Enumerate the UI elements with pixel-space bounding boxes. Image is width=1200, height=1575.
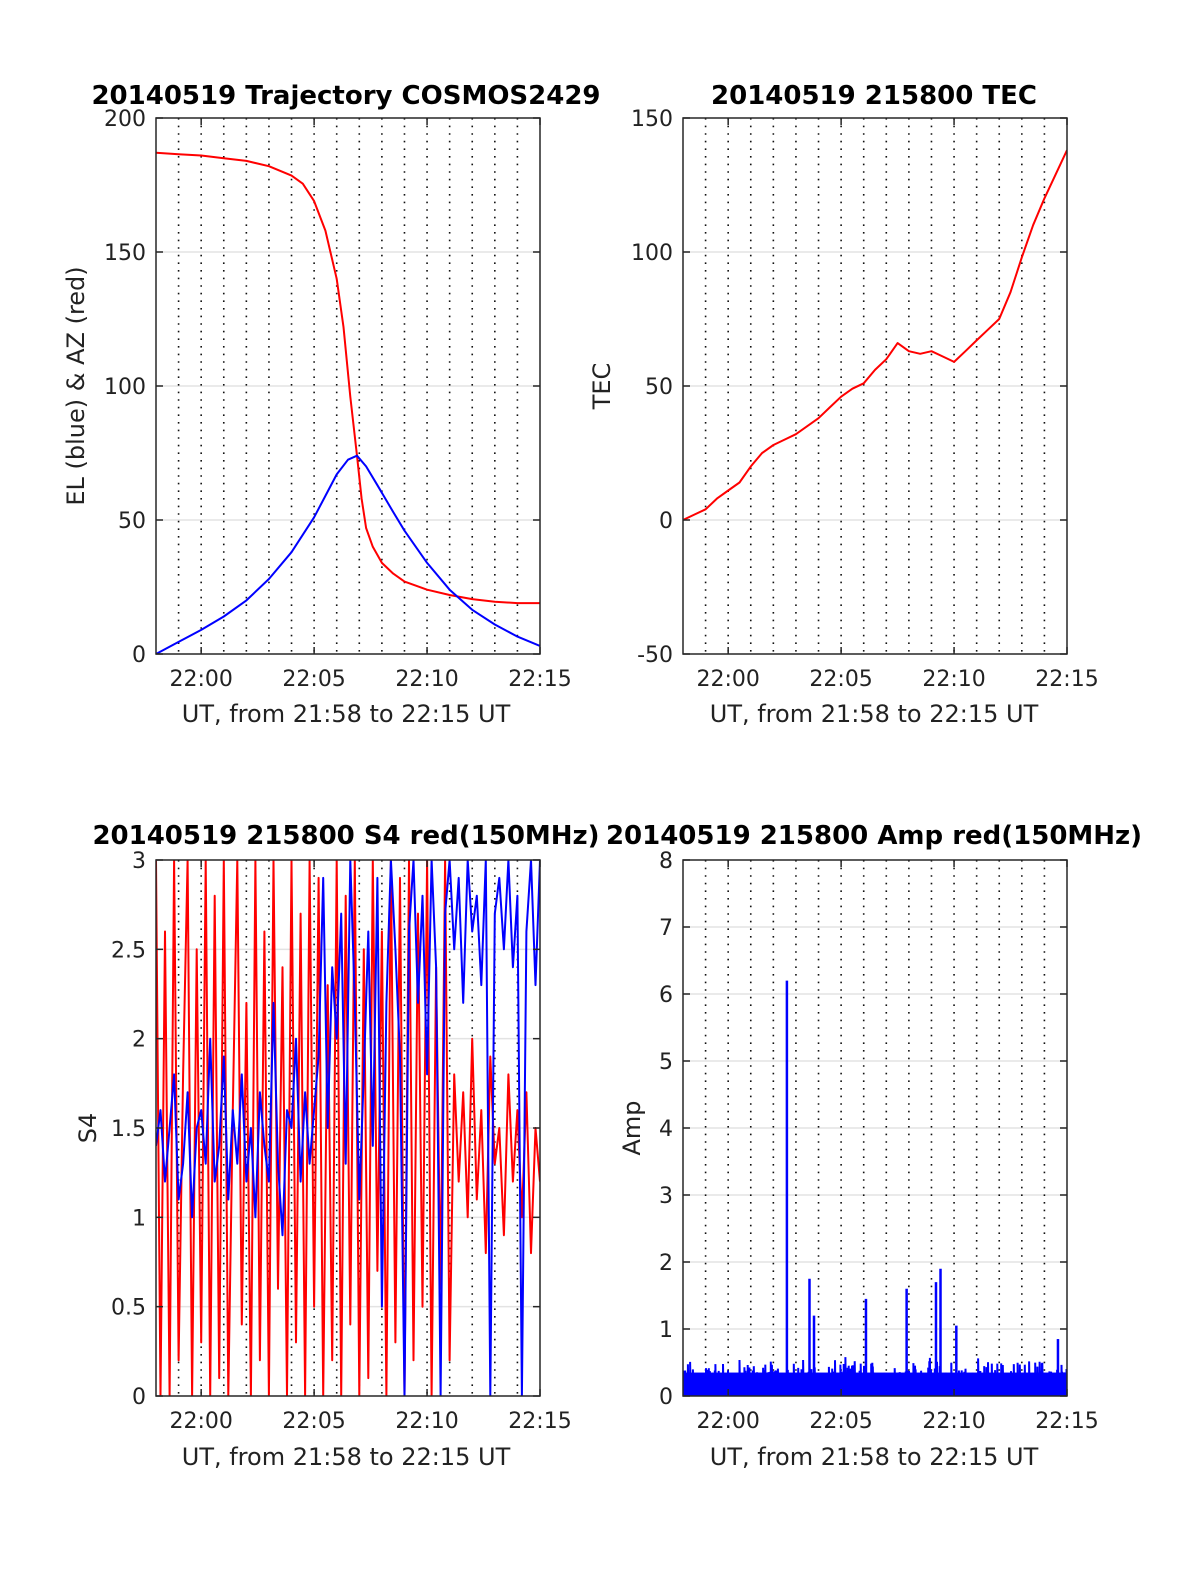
tec-xtick-label-0: 22:00 bbox=[696, 667, 759, 692]
trajectory-xtick-label-3: 22:15 bbox=[508, 667, 571, 692]
trajectory-series-0 bbox=[156, 151, 540, 605]
s4-ytick-label-3: 1.5 bbox=[111, 1117, 146, 1142]
s4-ytick-label-5: 2.5 bbox=[111, 938, 146, 963]
tec-ytick-label-0: -50 bbox=[637, 643, 673, 668]
tec-xlabel: UT, from 21:58 to 22:15 UT bbox=[710, 700, 1039, 728]
trajectory-ytick-label-0: 0 bbox=[132, 643, 146, 668]
tec-panel: 20140519 215800 TEC UT, from 21:58 to 22… bbox=[588, 81, 1099, 728]
amp-ytick-label-4: 4 bbox=[659, 1117, 673, 1142]
tec-ytick-label-3: 100 bbox=[631, 241, 673, 266]
amp-xlabel: UT, from 21:58 to 22:15 UT bbox=[710, 1443, 1039, 1471]
s4-series-0 bbox=[156, 860, 540, 1396]
s4-ytick-label-6: 3 bbox=[132, 849, 146, 874]
tec-xtick-label-2: 22:10 bbox=[922, 667, 985, 692]
amp-ytick-label-5: 5 bbox=[659, 1050, 673, 1075]
amp-ytick-label-7: 7 bbox=[659, 916, 673, 941]
trajectory-xtick-label-1: 22:05 bbox=[282, 667, 345, 692]
amp-title: 20140519 215800 Amp red(150MHz) bbox=[606, 821, 1142, 851]
amp-ylabel: Amp bbox=[618, 1100, 646, 1155]
s4-xtick-label-3: 22:15 bbox=[508, 1409, 571, 1434]
trajectory-ylabel: EL (blue) & AZ (red) bbox=[62, 266, 90, 505]
tec-ytick-label-2: 50 bbox=[645, 375, 673, 400]
s4-xlabel: UT, from 21:58 to 22:15 UT bbox=[182, 1443, 511, 1471]
trajectory-ytick-label-3: 150 bbox=[104, 241, 146, 266]
s4-ytick-label-0: 0 bbox=[132, 1385, 146, 1410]
tec-ytick-label-4: 150 bbox=[631, 107, 673, 132]
amp-xtick-label-3: 22:15 bbox=[1035, 1409, 1098, 1434]
s4-series-1 bbox=[156, 860, 540, 1396]
amp-noise-band bbox=[683, 1372, 1067, 1396]
amp-xtick-label-0: 22:00 bbox=[696, 1409, 759, 1434]
amp-ytick-label-1: 1 bbox=[659, 1318, 673, 1343]
tec-ytick-label-1: 0 bbox=[659, 509, 673, 534]
trajectory-ytick-label-1: 50 bbox=[118, 509, 146, 534]
tec-title: 20140519 215800 TEC bbox=[711, 81, 1037, 111]
s4-title: 20140519 215800 S4 red(150MHz) bbox=[92, 821, 599, 851]
amp-ytick-label-8: 8 bbox=[659, 849, 673, 874]
trajectory-xlabel: UT, from 21:58 to 22:15 UT bbox=[182, 700, 511, 728]
trajectory-xtick-label-2: 22:10 bbox=[395, 667, 458, 692]
amp-xtick-label-1: 22:05 bbox=[809, 1409, 872, 1434]
s4-xtick-label-2: 22:10 bbox=[395, 1409, 458, 1434]
amp-ytick-label-6: 6 bbox=[659, 983, 673, 1008]
s4-panel: 20140519 215800 S4 red(150MHz) UT, from … bbox=[74, 821, 600, 1471]
amp-ytick-label-0: 0 bbox=[659, 1385, 673, 1410]
tec-xtick-label-3: 22:15 bbox=[1035, 667, 1098, 692]
trajectory-panel: 20140519 Trajectory COSMOS2429 UT, from … bbox=[62, 81, 601, 728]
trajectory-ytick-label-2: 100 bbox=[104, 375, 146, 400]
s4-ytick-label-1: 0.5 bbox=[111, 1296, 146, 1321]
s4-xtick-label-1: 22:05 bbox=[282, 1409, 345, 1434]
amp-ytick-label-3: 3 bbox=[659, 1184, 673, 1209]
trajectory-title: 20140519 Trajectory COSMOS2429 bbox=[91, 81, 600, 111]
amp-ytick-label-2: 2 bbox=[659, 1251, 673, 1276]
tec-xtick-label-1: 22:05 bbox=[809, 667, 872, 692]
s4-ylabel: S4 bbox=[74, 1113, 102, 1144]
amp-panel: 20140519 215800 Amp red(150MHz) UT, from… bbox=[606, 821, 1142, 1471]
tec-ylabel: TEC bbox=[588, 363, 616, 411]
trajectory-xtick-label-0: 22:00 bbox=[169, 667, 232, 692]
s4-ytick-label-4: 2 bbox=[132, 1028, 146, 1053]
trajectory-series-1 bbox=[156, 454, 540, 654]
tec-series-0 bbox=[683, 149, 1067, 521]
s4-xtick-label-0: 22:00 bbox=[169, 1409, 232, 1434]
amp-xtick-label-2: 22:10 bbox=[922, 1409, 985, 1434]
s4-ytick-label-2: 1 bbox=[132, 1206, 146, 1231]
trajectory-ytick-label-4: 200 bbox=[104, 107, 146, 132]
